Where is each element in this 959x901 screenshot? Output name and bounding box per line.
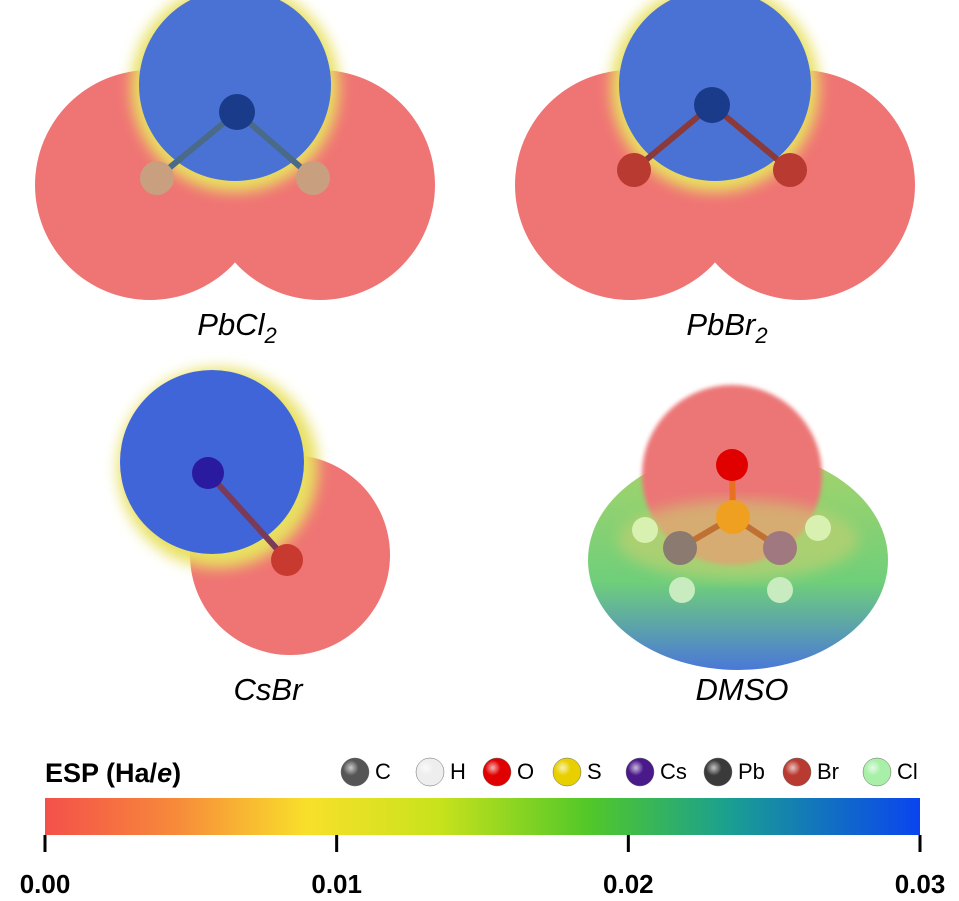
legend-shine [341, 758, 369, 786]
tick-label: 0.02 [603, 869, 654, 899]
legend-label: H [450, 759, 466, 784]
legend-shine [704, 758, 732, 786]
tick-label: 0.01 [311, 869, 362, 899]
legend-shine [483, 758, 511, 786]
figure: PbCl2 PbBr2 CsBr DM [0, 0, 959, 901]
legend-label: Br [817, 759, 839, 784]
legend-shine [553, 758, 581, 786]
molecule-dmso [588, 385, 888, 670]
colorbar [45, 798, 920, 835]
molecule-label: CsBr [234, 672, 305, 707]
molecule-pbcl2 [35, 0, 435, 300]
molecule-label: DMSO [696, 672, 789, 707]
molecule-label: PbCl2 [197, 307, 276, 348]
tick-label: 0.03 [895, 869, 946, 899]
legend-shine [863, 758, 891, 786]
molecule-label: PbBr2 [686, 307, 767, 348]
legend-label: C [375, 759, 391, 784]
molecule-pbbr2 [515, 0, 915, 300]
legend-label: Pb [738, 759, 765, 784]
colorbar-title: ESP (Ha/e) [45, 758, 181, 788]
legend-label: Cl [897, 759, 918, 784]
legend-label: S [587, 759, 602, 784]
legend-shine [626, 758, 654, 786]
legend-label: O [517, 759, 534, 784]
tick-label: 0.00 [20, 869, 71, 899]
legend-label: Cs [660, 759, 687, 784]
legend-shine [416, 758, 444, 786]
legend-shine [783, 758, 811, 786]
molecule-csbr [118, 368, 390, 655]
